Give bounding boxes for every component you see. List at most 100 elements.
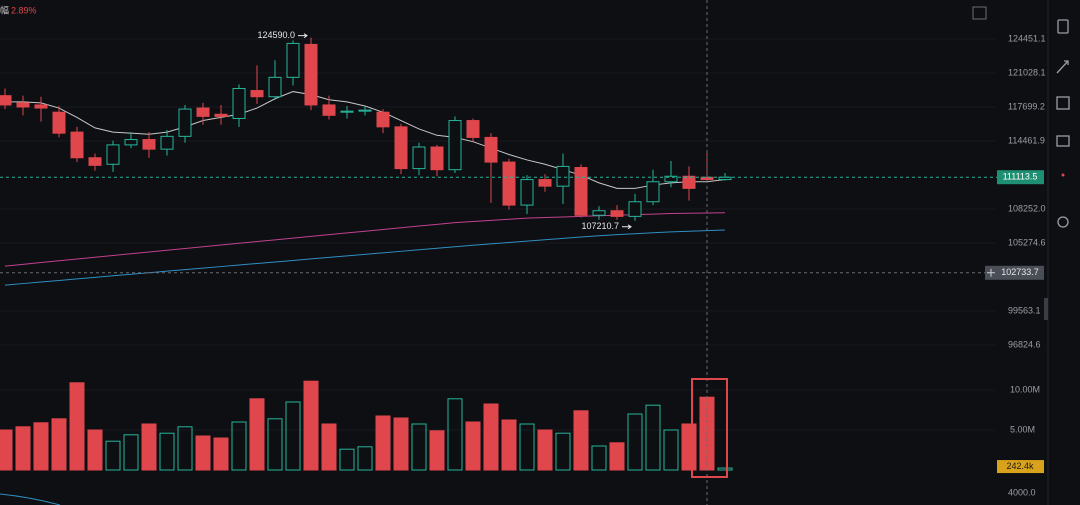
volume-tick-label: 5.00M (1010, 424, 1035, 434)
volume-bar (321, 423, 337, 471)
tool-icon[interactable] (1056, 135, 1070, 147)
candle-body (358, 109, 372, 112)
candle-body (232, 88, 246, 119)
tool-icon[interactable] (1057, 19, 1069, 34)
tool-icon[interactable] (1057, 216, 1069, 228)
y-tick-label: 105274.6 (1008, 237, 1046, 247)
volume-bar (105, 440, 121, 471)
candle-body (592, 210, 606, 216)
candle-body (124, 139, 138, 146)
volume-bar (159, 432, 175, 471)
y-tick-label: 99563.1 (1008, 305, 1041, 315)
lower-indicator-line (0, 493, 61, 505)
candle-body (718, 176, 732, 181)
volume-bar (141, 423, 157, 471)
moving-average (4, 229, 726, 286)
low-annotation-arrow (622, 224, 632, 230)
volume-bar (15, 426, 31, 471)
y-tick-label: 108252.0 (1008, 203, 1046, 213)
candle-body (160, 135, 174, 150)
candle-body (430, 146, 444, 171)
candle-body (34, 104, 48, 109)
volume-bar (231, 421, 247, 471)
candle-body (700, 176, 714, 181)
fullscreen-icon[interactable] (972, 6, 987, 20)
volume-label-box (997, 460, 1044, 474)
change-label: 2.89% (11, 5, 37, 15)
plot-area (0, 37, 995, 471)
scroll-handle[interactable] (1044, 298, 1048, 320)
candle-body (538, 179, 552, 187)
volume-bar (681, 423, 697, 471)
volume-bar (483, 403, 499, 471)
volume-bar (501, 419, 517, 471)
volume-bar (627, 413, 643, 471)
candle-body (502, 161, 516, 206)
volume-tick-label: 10.00M (1010, 384, 1040, 394)
candle-body (250, 90, 264, 98)
y-tick-label: 96824.6 (1008, 339, 1041, 349)
candle-body (682, 175, 696, 189)
volume-bar (465, 421, 481, 471)
candle-body (286, 42, 300, 78)
candle-body (520, 179, 534, 206)
volume-bar (411, 423, 427, 471)
candle-body (610, 210, 624, 217)
tool-dot (1061, 173, 1065, 177)
candle-body (52, 111, 66, 134)
volume-bar (303, 380, 319, 471)
candle-body (448, 120, 462, 171)
volume-bar (573, 410, 589, 471)
volume-bar (393, 417, 409, 471)
volume-bar (609, 442, 625, 471)
volume-bar (285, 401, 301, 471)
volume-bar (51, 418, 67, 471)
crosshair-price-label: 102733.7 (1001, 267, 1039, 277)
volume-bar (591, 445, 607, 471)
volume-bar (267, 418, 283, 471)
candle-body (664, 175, 678, 183)
candle-body (214, 113, 228, 117)
candle-body (304, 43, 318, 106)
highlight-box (691, 378, 728, 478)
volume-bar (123, 434, 139, 471)
y-tick-label: 114461.9 (1008, 135, 1045, 145)
volume-bar (177, 426, 193, 471)
volume-bar (195, 435, 211, 471)
high-annotation-arrow (298, 33, 308, 39)
candle-body (412, 146, 426, 170)
volume-bar (645, 404, 661, 471)
volume-bar (447, 398, 463, 471)
candle-body (322, 104, 336, 116)
candle-body (646, 181, 660, 203)
tool-icon[interactable] (1056, 60, 1069, 74)
candle-body (70, 131, 84, 159)
volume-bar (69, 382, 85, 471)
volume-bar (33, 422, 49, 471)
candle-body (394, 126, 408, 170)
candle-body (142, 139, 156, 150)
candle-body (484, 136, 498, 163)
lower-panel-tick: 4000.0 (1008, 487, 1036, 497)
candle-body (628, 201, 642, 217)
last-price-label: 111113.5 (1003, 172, 1038, 182)
candle-body (0, 95, 12, 106)
volume-bar (87, 429, 103, 471)
y-tick-label: 124451.1 (1008, 33, 1046, 43)
candle-body (106, 144, 120, 165)
last-price-box (997, 170, 1044, 185)
crosshair-price-box (997, 265, 1044, 280)
candle-body (574, 167, 588, 216)
volume-bar (537, 429, 553, 471)
high-annotation: 124590.0 (257, 30, 295, 40)
volume-bar (375, 415, 391, 471)
candle-body (556, 165, 570, 187)
low-annotation: 107210.7 (581, 221, 619, 231)
candle-body (268, 76, 282, 98)
candle-body (178, 108, 192, 137)
volume-bar (429, 430, 445, 471)
tool-icon[interactable] (1056, 96, 1070, 110)
volume-bar (717, 467, 733, 471)
